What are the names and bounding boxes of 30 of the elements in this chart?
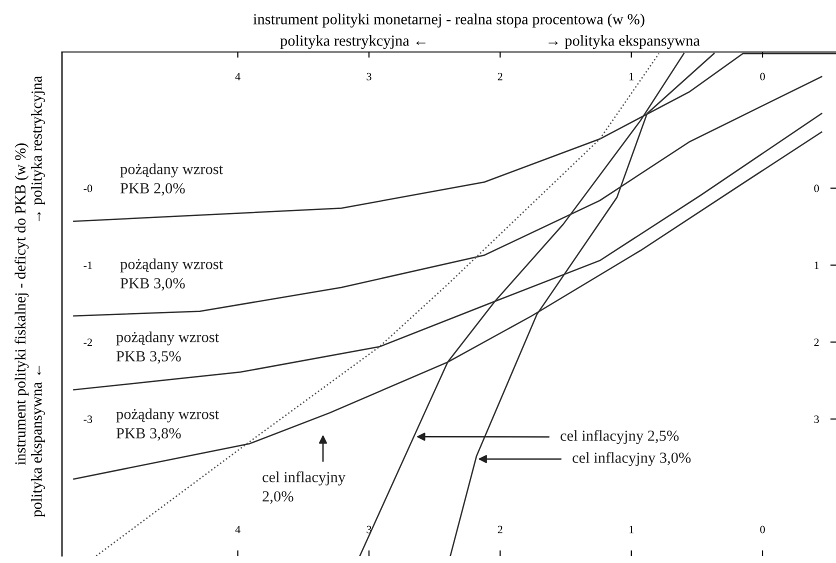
text: → polityka restrykcyjna <box>31 76 45 222</box>
x2-tick-label: 0 <box>760 72 765 80</box>
y2-tick-label: 2 <box>814 338 819 346</box>
y2-tick-label: 3 <box>814 416 819 423</box>
series-label: pożądany wzrost PKB 3,8% <box>116 408 219 441</box>
series-label: pożądany wzrost PKB 3,0% <box>120 258 223 291</box>
y-axis-title: instrument polityki fiskalnej - deficyt do PKB (w %) <box>14 143 29 465</box>
x-tick-label: 1 <box>630 526 634 534</box>
y2-tick-label: 0 <box>814 184 819 192</box>
annotation: cel inflacyjny 3,0% <box>572 452 691 466</box>
y-tick-label: -3 <box>84 416 92 423</box>
text: → polityka ekspansywna <box>548 35 700 49</box>
y-tick-label: -2 <box>84 338 92 346</box>
x2-tick-label: 3 <box>366 72 372 80</box>
y2-tick-label: 1 <box>814 262 819 269</box>
x2-axis-title: instrument polityki monetarnej - realna stopa procentowa (w %) <box>253 14 644 28</box>
text: polityka restrykcyjna ← <box>280 35 426 49</box>
y-tick-label: -0 <box>84 184 92 192</box>
x2-tick-label: 4 <box>235 72 240 80</box>
series-label: pożądany wzrost PKB 2,0% <box>120 163 223 196</box>
y-tick-label: -1 <box>84 262 92 269</box>
series-label: pożądany wzrost PKB 3,5% <box>116 331 219 364</box>
text: polityka ekspansywna ← <box>31 366 45 517</box>
text: cel inflacyjny 2,0% <box>262 471 346 504</box>
x-tick-label: 0 <box>760 526 765 534</box>
x2-tick-label: 1 <box>630 72 634 80</box>
x-tick-label: 4 <box>235 526 240 534</box>
x2-tick-label: 2 <box>498 72 502 80</box>
x-tick-label: 2 <box>498 526 502 534</box>
annotation: cel inflacyjny 2,5% <box>560 430 679 444</box>
